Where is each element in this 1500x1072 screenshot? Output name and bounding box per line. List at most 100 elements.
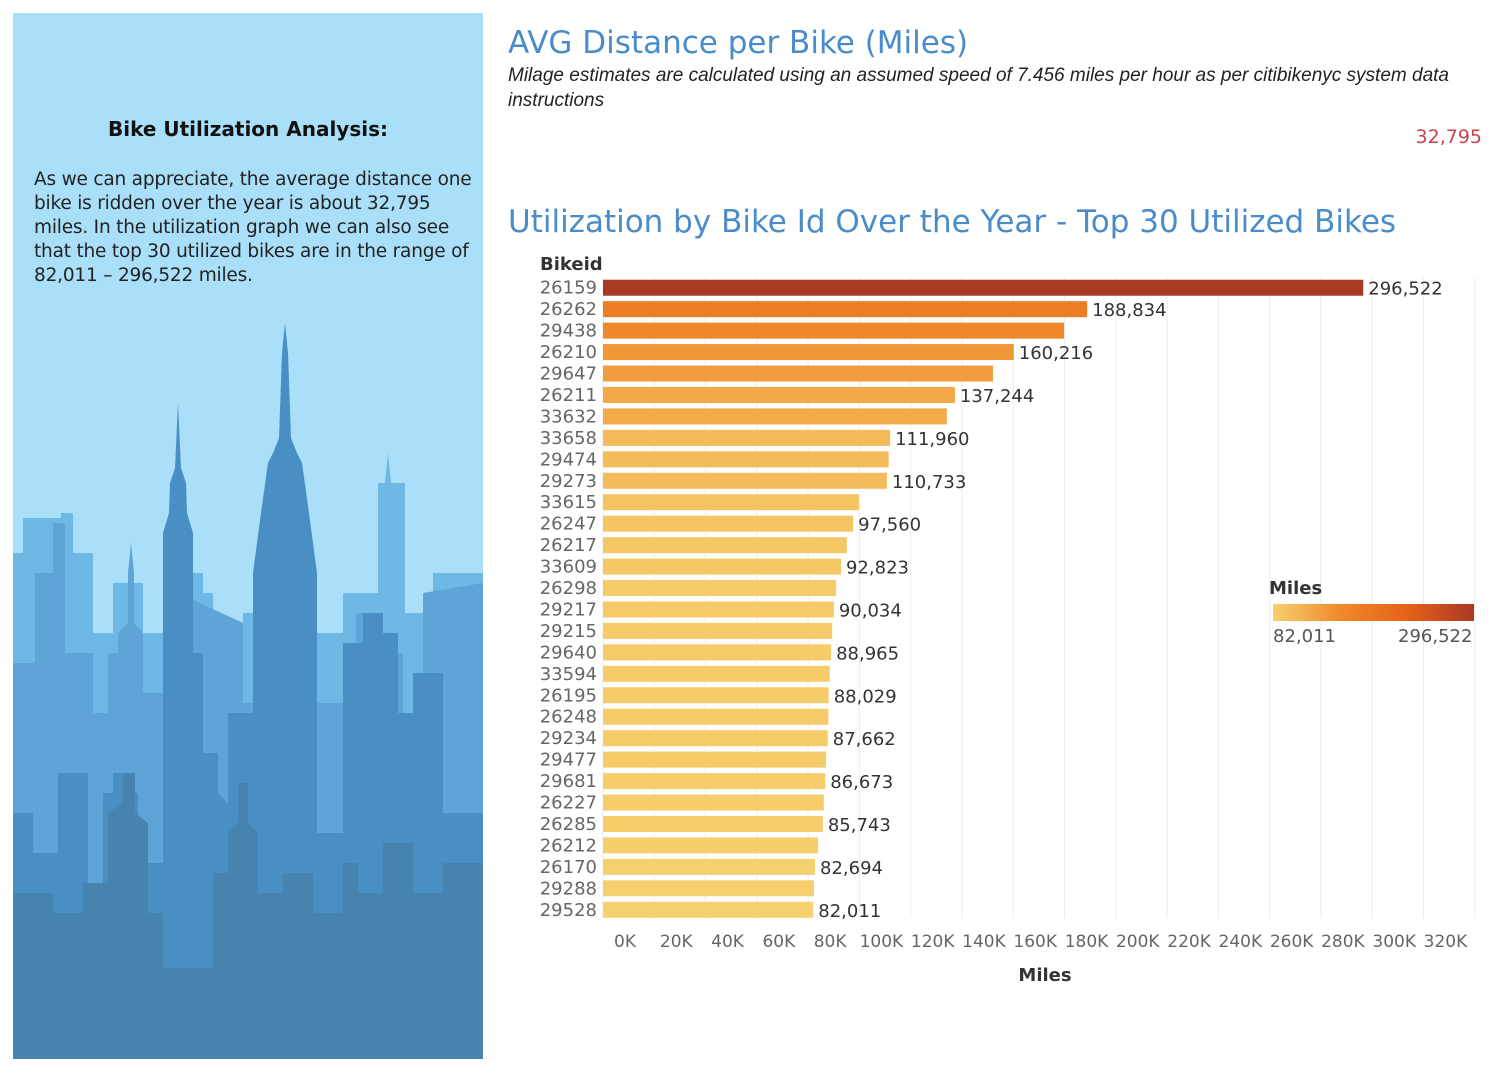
data-label: 110,733 (892, 472, 966, 493)
bar (603, 644, 832, 661)
y-tick-label: 26211 (540, 385, 597, 406)
legend-max-label: 296,522 (1398, 626, 1473, 647)
y-tick-label: 29438 (540, 321, 597, 342)
bar (603, 665, 830, 682)
bar (603, 472, 887, 489)
y-tick-label: 33658 (540, 428, 597, 449)
y-tick-label: 29288 (540, 878, 597, 899)
x-tick-label: 0K (614, 932, 637, 952)
kpi-note: Milage estimates are calculated using an… (508, 65, 1449, 111)
y-tick-label: 26210 (540, 342, 597, 363)
y-tick-label: 33632 (540, 406, 597, 427)
y-tick-label: 26248 (540, 707, 597, 728)
data-label: 86,673 (830, 772, 893, 793)
y-tick-label: 29474 (540, 449, 597, 470)
bar (603, 837, 819, 854)
y-tick-label: 29647 (540, 364, 597, 385)
y-tick-label: 26159 (540, 278, 597, 299)
y-tick-label: 26247 (540, 514, 597, 535)
bar (603, 322, 1065, 339)
kpi-title: AVG Distance per Bike (Miles) (508, 25, 969, 61)
bar (603, 901, 814, 918)
data-label: 82,694 (820, 858, 883, 879)
bar (603, 365, 993, 382)
panel-body-text: As we can appreciate, the average distan… (34, 169, 472, 286)
legend-title: Miles (1269, 578, 1323, 599)
data-label: 87,662 (833, 729, 896, 750)
bar (603, 708, 829, 725)
bar (603, 301, 1088, 318)
y-tick-label: 29234 (540, 728, 597, 749)
bar (603, 815, 823, 832)
bar (603, 279, 1364, 296)
legend-min-label: 82,011 (1273, 626, 1336, 647)
y-tick-label: 26212 (540, 835, 597, 856)
y-tick-label: 29528 (540, 900, 597, 921)
x-tick-label: 260K (1270, 932, 1314, 952)
y-tick-label: 33615 (540, 492, 597, 513)
x-tick-label: 240K (1219, 932, 1263, 952)
x-tick-label: 280K (1321, 932, 1365, 952)
x-tick-label: 40K (711, 932, 745, 952)
y-tick-label: 33609 (540, 557, 597, 578)
x-tick-label: 120K (911, 932, 955, 952)
y-tick-label: 26170 (540, 857, 597, 878)
y-tick-label: 26227 (540, 793, 597, 814)
data-label: 97,560 (858, 515, 921, 536)
bar (603, 794, 824, 811)
kpi-value[interactable]: 32,795 (1415, 126, 1482, 148)
y-tick-label: 26195 (540, 685, 597, 706)
bar (603, 601, 834, 618)
y-tick-label: 29477 (540, 750, 597, 771)
data-label: 160,216 (1019, 343, 1093, 364)
bar (603, 451, 889, 468)
chart-title: Utilization by Bike Id Over the Year - T… (508, 204, 1397, 240)
bar (603, 858, 816, 875)
data-label: 137,244 (960, 386, 1034, 407)
city-skyline-illustration (13, 323, 483, 1059)
data-label: 92,823 (846, 558, 909, 579)
x-tick-label: 80K (814, 932, 848, 952)
y-tick-label: 29217 (540, 599, 597, 620)
data-label: 188,834 (1092, 300, 1166, 321)
y-tick-label: 29273 (540, 471, 597, 492)
y-tick-label: 26217 (540, 535, 597, 556)
legend-color-scale (1273, 604, 1474, 621)
data-label: 90,034 (839, 600, 902, 621)
bar (603, 687, 829, 704)
x-tick-label: 20K (660, 932, 694, 952)
x-tick-label: 220K (1167, 932, 1211, 952)
x-tick-label: 140K (962, 932, 1006, 952)
y-tick-label: 29681 (540, 771, 597, 792)
bar (603, 429, 891, 446)
x-axis-title: Miles (1018, 965, 1071, 986)
bar (603, 344, 1014, 361)
bar (603, 558, 841, 575)
x-tick-label: 320K (1424, 932, 1468, 952)
x-tick-label: 200K (1116, 932, 1160, 952)
x-tick-label: 60K (762, 932, 796, 952)
bar (603, 622, 833, 639)
bar (603, 580, 837, 597)
y-tick-label: 26298 (540, 578, 597, 599)
bar (603, 494, 859, 511)
bar (603, 408, 947, 425)
panel-heading: Bike Utilization Analysis: (107, 117, 389, 141)
y-tick-label: 26262 (540, 299, 597, 320)
x-tick-label: 180K (1065, 932, 1109, 952)
bar (603, 386, 955, 403)
data-label: 88,965 (836, 643, 899, 664)
bar (603, 515, 854, 532)
data-label: 82,011 (818, 901, 881, 922)
y-tick-label: 29640 (540, 642, 597, 663)
data-label: 88,029 (834, 686, 897, 707)
x-tick-label: 300K (1372, 932, 1416, 952)
bar (603, 537, 847, 554)
bar (603, 880, 815, 897)
x-tick-label: 100K (860, 932, 904, 952)
analysis-panel: Bike Utilization Analysis: As we can app… (13, 13, 483, 1059)
y-tick-label: 33594 (540, 664, 597, 685)
data-label: 296,522 (1368, 279, 1442, 300)
bar (603, 730, 828, 747)
